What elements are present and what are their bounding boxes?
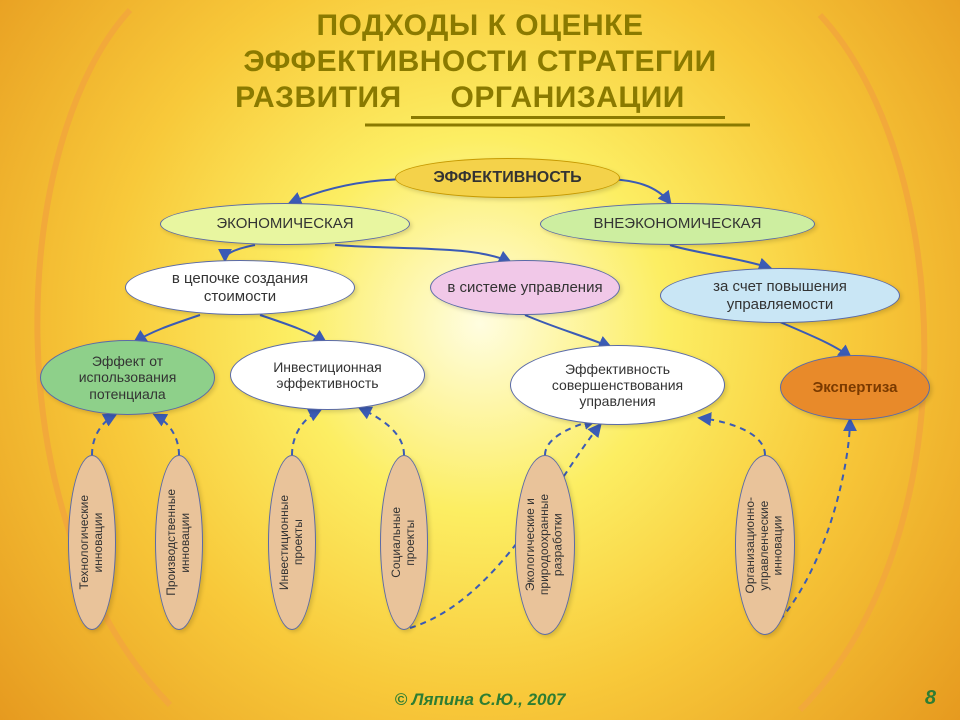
node-nonecon: ВНЕЭКОНОМИЧЕСКАЯ [540,203,815,245]
footer-page-number: 8 [925,687,936,710]
node-expert: Экспертиза [780,355,930,420]
node-mgmtimprove: Эффективность совершенствования управлен… [510,345,725,425]
vnode-prod: Производственные инновации [155,455,203,630]
vnode-org: Организационно- управленческие инновации [735,455,795,635]
node-potential: Эффект от использования потенциала [40,340,215,415]
vnode-eco: Экологические и природоохранные разработ… [515,455,575,635]
node-valuechain: в цепочке создания стоимости [125,260,355,315]
title-line-3a: РАЗВИТИЯ [235,81,402,114]
title-line-1: ПОДХОДЫ К ОЦЕНКЕ [0,8,960,44]
vnode-tech: Технологические инновации [68,455,116,630]
footer-copyright: © Ляпина С.Ю., 2007 [0,690,960,710]
node-econ: ЭКОНОМИЧЕСКАЯ [160,203,410,245]
node-mgmtsys: в системе управления [430,260,620,315]
title-line-2: ЭФФЕКТИВНОСТИ СТРАТЕГИИ [0,44,960,80]
vnode-invp: Инвестиционные проекты [268,455,316,630]
title-line-3b: ОРГАНИЗАЦИИ [411,81,725,119]
page-title: ПОДХОДЫ К ОЦЕНКЕ ЭФФЕКТИВНОСТИ СТРАТЕГИИ… [0,8,960,116]
node-invest: Инвестиционная эффективность [230,340,425,410]
node-root: ЭФФЕКТИВНОСТЬ [395,158,620,198]
node-controllab: за счет повышения управляемости [660,268,900,323]
vnode-soc: Социальные проекты [380,455,428,630]
